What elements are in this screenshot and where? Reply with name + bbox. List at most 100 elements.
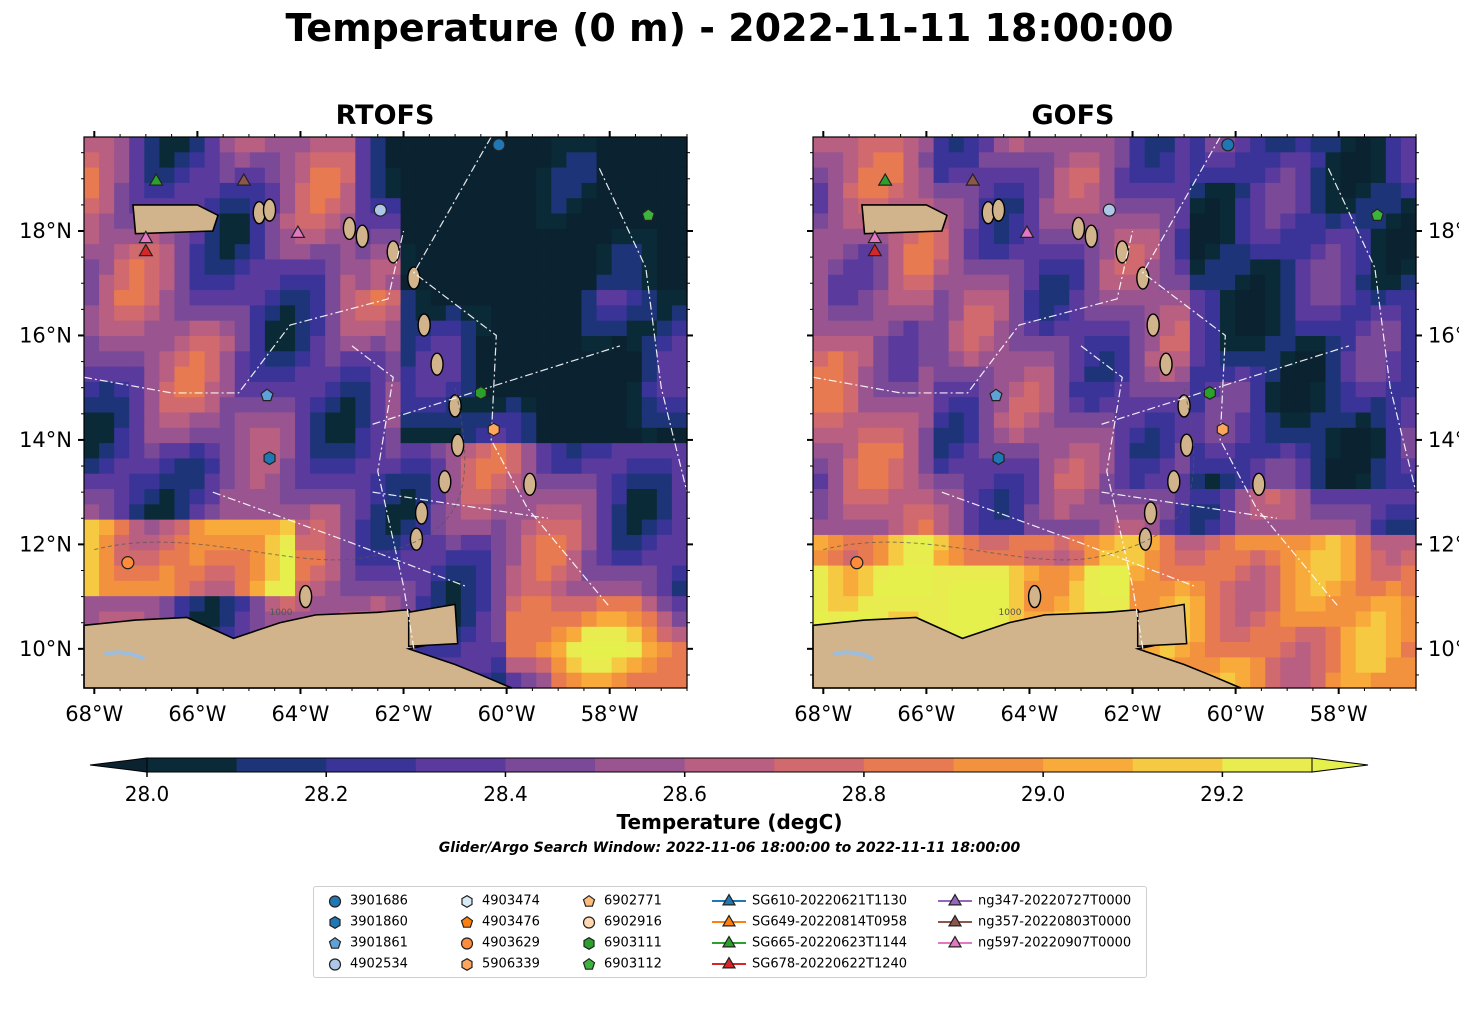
field-cell [114, 228, 130, 245]
field-cell [1144, 489, 1161, 505]
lon-tick-label: 62°W [375, 702, 433, 726]
field-cell [903, 443, 920, 460]
field-cell [828, 167, 844, 184]
field-cell [656, 519, 673, 536]
field-cell [551, 366, 567, 383]
field-cell [310, 198, 326, 215]
field-cell [1069, 152, 1085, 169]
field-cell [1174, 152, 1191, 169]
legend-marker [461, 895, 473, 908]
field-cell [279, 274, 296, 291]
field-cell [596, 412, 613, 429]
field-cell [626, 198, 643, 215]
field-cell [1054, 443, 1070, 460]
field-cell [460, 458, 477, 475]
field-cell [1099, 473, 1116, 490]
field-cell [159, 565, 176, 582]
field-cell [174, 259, 191, 276]
field-cell [1400, 182, 1417, 199]
colorbar-segment [1043, 758, 1134, 772]
field-cell [1204, 504, 1221, 521]
field-cell [813, 427, 829, 444]
field-cell [1280, 152, 1296, 169]
field-cell [1265, 580, 1281, 597]
field-cell [506, 366, 522, 383]
field-cell [460, 366, 477, 383]
field-cell [144, 335, 160, 352]
field-cell [234, 565, 251, 582]
field-cell [325, 228, 341, 245]
colorbar-segment [326, 758, 417, 772]
field-cell [144, 274, 160, 291]
field-cell [1204, 565, 1221, 582]
field-cell [1039, 351, 1055, 368]
field-cell [264, 534, 281, 551]
field-cell [475, 152, 492, 169]
field-cell [521, 335, 537, 352]
field-cell [933, 412, 950, 429]
field-cell [475, 473, 492, 490]
map-frame [812, 136, 1417, 689]
field-cell [1204, 244, 1221, 261]
field-cell [295, 290, 311, 306]
field-cell [1250, 167, 1266, 184]
field-cell [1265, 152, 1281, 169]
field-cell [1355, 244, 1372, 261]
field-cell [641, 611, 658, 628]
field-cell [888, 489, 905, 505]
field-cell [400, 412, 417, 429]
field-cell [596, 427, 613, 444]
field-cell [1144, 397, 1161, 414]
observation-marker [1102, 203, 1116, 217]
field-cell [1204, 458, 1221, 475]
field-cell [581, 611, 598, 628]
field-cell [475, 626, 492, 643]
field-cell [1099, 489, 1116, 505]
field-cell [1250, 198, 1266, 215]
field-cell [993, 290, 1010, 306]
field-cell [903, 351, 920, 368]
field-cell [355, 259, 372, 276]
field-cell [566, 137, 583, 153]
field-cell [234, 213, 251, 230]
field-cell [1250, 213, 1266, 230]
field-cell [1385, 611, 1402, 628]
field-cell [1159, 167, 1176, 184]
field-cell [1189, 626, 1206, 643]
field-cell [993, 320, 1010, 337]
legend-entry: 4902534 [326, 956, 408, 973]
field-cell [1400, 152, 1417, 169]
field-cell [310, 519, 326, 536]
field-cell [189, 167, 206, 184]
field-cell [1054, 335, 1070, 352]
field-cell [641, 351, 658, 368]
field-cell [813, 473, 829, 490]
field-cell [204, 519, 221, 536]
field-cell [1265, 443, 1281, 460]
field-cell [521, 244, 537, 261]
field-cell [828, 580, 844, 597]
field-cell [1008, 473, 1025, 490]
field-cell [873, 443, 889, 460]
field-cell [400, 335, 417, 352]
field-cell [978, 351, 995, 368]
field-cell [400, 351, 417, 368]
field-cell [99, 443, 115, 460]
field-cell [978, 504, 995, 521]
field-cell [671, 320, 688, 337]
field-cell [159, 458, 176, 475]
field-cell [415, 381, 432, 398]
field-cell [295, 259, 311, 276]
field-cell [400, 290, 417, 306]
field-cell [506, 626, 522, 643]
field-cell [1220, 458, 1236, 475]
field-cell [873, 596, 889, 613]
field-cell [993, 228, 1010, 245]
field-cell [1385, 259, 1402, 276]
field-cell [1295, 565, 1312, 582]
field-cell [144, 305, 160, 322]
field-cell [1204, 305, 1221, 322]
field-cell [1265, 550, 1281, 567]
field-cell [174, 443, 191, 460]
lon-tick-label: 64°W [1000, 702, 1058, 726]
